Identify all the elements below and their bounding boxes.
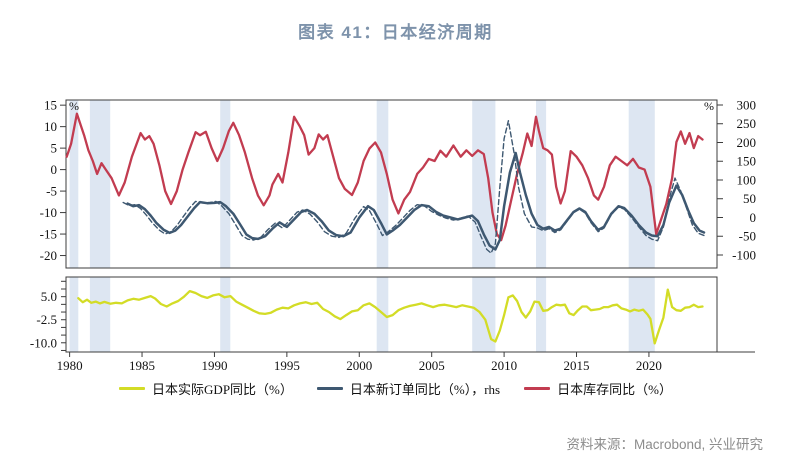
x-tick-label: 1980 [57,358,83,373]
left-axis-tick-label: -5 [46,184,57,199]
legend-label: 日本新订单同比（%），rhs [349,382,501,397]
x-tick-label: 2005 [419,358,445,373]
left-axis-unit-label: % [69,99,79,113]
recession-band [536,100,547,268]
legend-item: 日本实际GDP同比（%） [119,379,293,398]
recession-band [89,277,111,352]
figure-title: 图表 41：日本经济周期 [298,23,493,42]
bottom-left-tick-label: -2.5 [36,312,57,327]
legend: 日本实际GDP同比（%） 日本新订单同比（%），rhs 日本库存同比（%） [0,379,791,398]
series-line-japan-new-orders-yoy-dashed [122,120,705,254]
legend-item: 日本新订单同比（%），rhs [316,379,501,398]
x-tick-label: 2015 [564,358,590,373]
left-axis-tick-label: -15 [40,227,57,242]
recession-band [89,100,111,268]
x-tick-label: 2010 [491,358,517,373]
x-tick-label: 2020 [636,358,662,373]
legend-swatch [524,387,551,390]
left-axis-tick-label: 15 [44,98,57,113]
series-line-japan-inventory-yoy [65,112,704,242]
right-axis-tick-label: 50 [743,191,756,206]
recession-band [472,100,496,268]
x-tick-label: 1990 [201,358,227,373]
recession-band [69,100,79,268]
x-tick-label: 1985 [129,358,155,373]
left-axis-tick-label: 10 [44,119,57,134]
left-axis-tick-label: 0 [51,162,58,177]
right-axis-unit-label: % [704,99,714,113]
left-axis-tick-label: -10 [40,205,57,220]
recession-band [628,100,655,268]
panel-border-bottom [65,276,718,353]
legend-swatch [316,387,343,390]
legend-item: 日本库存同比（%） [524,379,672,398]
x-tick-label: 1995 [274,358,300,373]
recession-band [628,277,655,352]
right-axis-tick-label: 250 [737,116,757,131]
right-axis-tick-label: -50 [739,229,756,244]
legend-label: 日本实际GDP同比（%） [152,382,293,397]
right-axis-tick-label: 300 [737,97,757,112]
left-axis-tick-label: 5 [51,141,58,156]
recession-band [69,277,79,352]
recession-band [220,277,231,352]
right-axis-tick-label: 200 [737,135,757,150]
bottom-left-tick-label: 5.0 [41,289,57,304]
left-axis-tick-label: -20 [40,248,57,263]
right-axis-tick-label: 150 [737,154,757,169]
recession-band [376,100,389,268]
x-tick-label: 2000 [346,358,372,373]
source-note: 资料来源：Macrobond, 兴业研究 [566,437,763,452]
series-line-japan-real-gdp-yoy [77,288,704,345]
recession-band [536,277,547,352]
series-line-japan-new-orders-yoy [126,151,706,251]
legend-swatch [119,387,146,390]
legend-label: 日本库存同比（%） [557,382,672,397]
bottom-left-tick-label: -10.0 [30,335,57,350]
right-axis-tick-label: 0 [750,210,757,225]
recession-band [220,100,231,268]
panel-border-top [65,99,718,269]
right-axis-tick-label: -100 [732,247,756,262]
right-axis-tick-label: 100 [737,172,757,187]
